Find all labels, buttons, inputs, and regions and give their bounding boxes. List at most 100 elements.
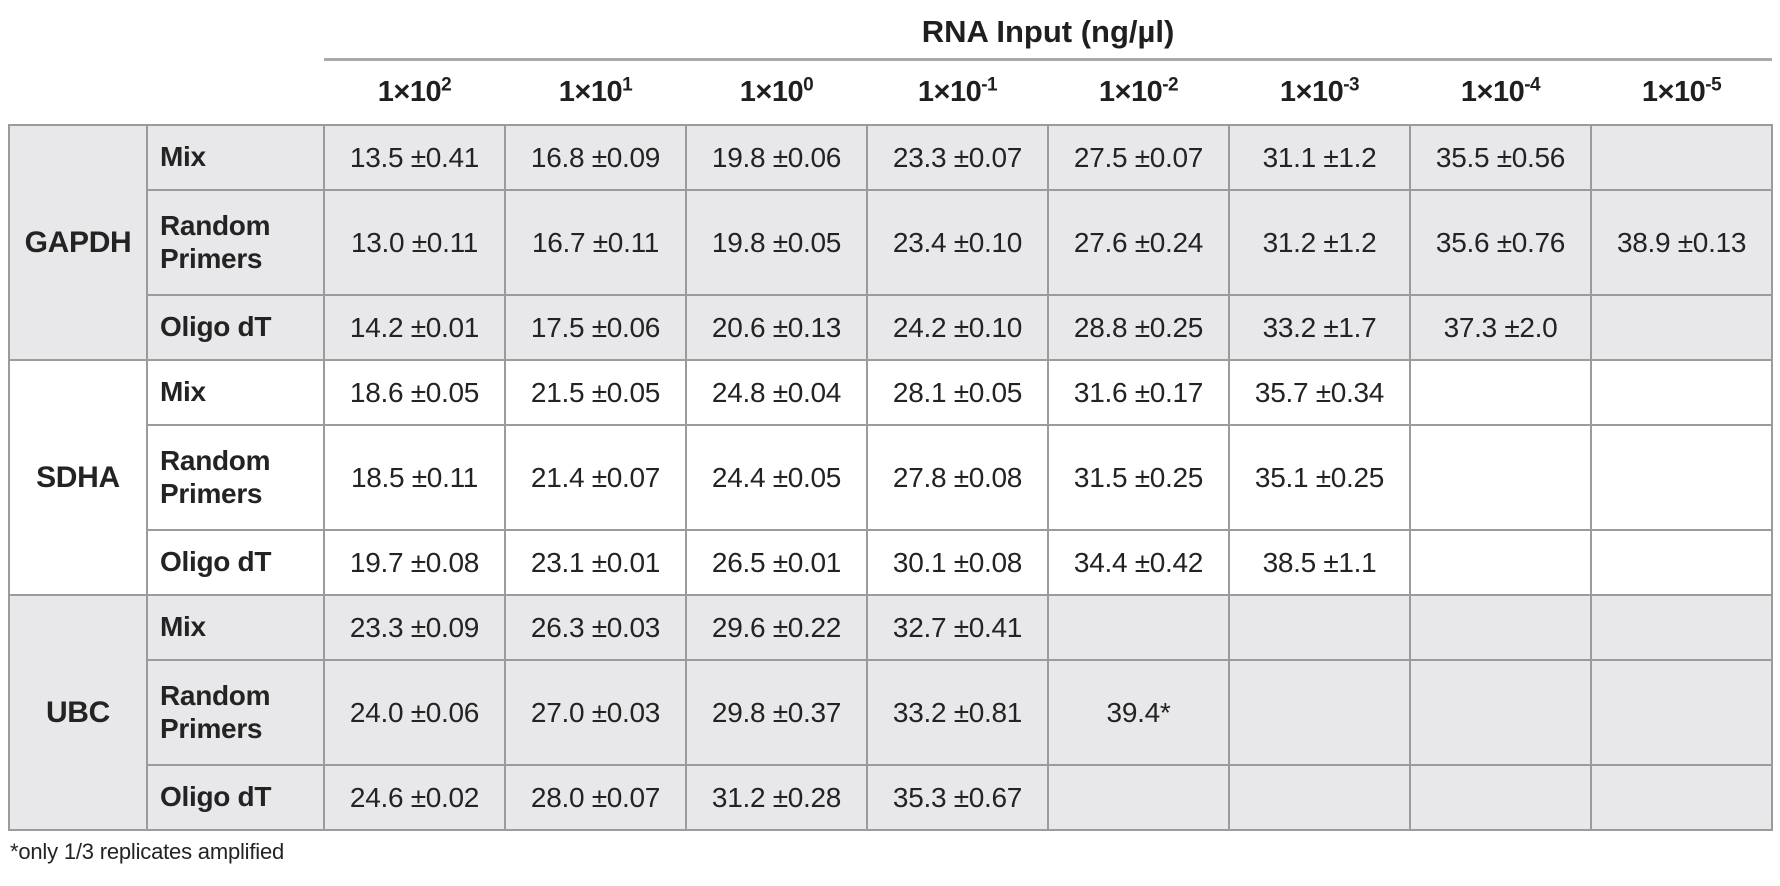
data-cell: 19.8 ±0.05	[685, 189, 868, 296]
data-cell: 32.7 ±0.41	[866, 594, 1049, 661]
table-row: Random Primers 24.0 ±0.06 27.0 ±0.03 29.8 ±…	[9, 659, 1774, 766]
data-cell: 35.1 ±0.25	[1228, 424, 1411, 531]
data-cell: 28.0 ±0.07	[504, 764, 687, 831]
data-cell: 27.6 ±0.24	[1047, 189, 1230, 296]
data-cell: 23.4 ±0.10	[866, 189, 1049, 296]
gene-label-cell: SDHA	[8, 359, 148, 596]
data-cell: 38.5 ±1.1	[1228, 529, 1411, 596]
data-cell: 24.4 ±0.05	[685, 424, 868, 531]
empty-data-cell	[1409, 424, 1592, 531]
empty-data-cell	[1589, 529, 1774, 596]
empty-data-cell	[1409, 529, 1592, 596]
table-row: Random Primers 13.0 ±0.11 16.7 ±0.11 19.8 ±…	[9, 189, 1774, 296]
table-row: UBC Mix 23.3 ±0.09 26.3 ±0.03 29.6 ±0.22 32.7…	[8, 594, 1774, 831]
empty-data-cell	[1589, 594, 1774, 661]
empty-data-cell	[1228, 659, 1411, 766]
primer-label-cell: Random Primers	[146, 189, 325, 296]
data-cell: 27.8 ±0.08	[866, 424, 1049, 531]
empty-data-cell	[1409, 594, 1592, 661]
primer-label-cell: Mix	[146, 359, 325, 426]
data-cell: 31.6 ±0.17	[1047, 359, 1230, 426]
data-cell: 16.8 ±0.09	[504, 124, 687, 191]
table-row: Oligo dT 14.2 ±0.01 17.5 ±0.06 20.6 ±0.13 24…	[9, 294, 1774, 361]
data-cell: 35.3 ±0.67	[866, 764, 1049, 831]
table-row: Oligo dT 24.6 ±0.02 28.0 ±0.07 31.2 ±0.28 35…	[9, 764, 1774, 831]
data-cell: 13.5 ±0.41	[323, 124, 506, 191]
data-cell: 17.5 ±0.06	[504, 294, 687, 361]
table-row: Oligo dT 19.7 ±0.08 23.1 ±0.01 26.5 ±0.01 30…	[9, 529, 1774, 596]
data-cell: 21.5 ±0.05	[504, 359, 687, 426]
data-cell: 23.3 ±0.07	[866, 124, 1049, 191]
primer-label-cell: Oligo dT	[146, 294, 325, 361]
empty-data-cell	[1409, 659, 1592, 766]
data-cell: 29.8 ±0.37	[685, 659, 868, 766]
gene-label-cell: GAPDH	[8, 124, 148, 361]
data-cell: 24.8 ±0.04	[685, 359, 868, 426]
data-cell: 33.2 ±1.7	[1228, 294, 1411, 361]
empty-data-cell	[1589, 359, 1774, 426]
data-cell: 13.0 ±0.11	[323, 189, 506, 296]
primer-label-cell: Oligo dT	[146, 764, 325, 831]
empty-data-cell	[1228, 764, 1411, 831]
primer-label-cell: Oligo dT	[146, 529, 325, 596]
data-cell: 21.4 ±0.07	[504, 424, 687, 531]
table-title: RNA Input (ng/µl)	[324, 6, 1773, 61]
data-cell: 29.6 ±0.22	[685, 594, 868, 661]
data-cell: 23.1 ±0.01	[504, 529, 687, 596]
data-cell: 19.8 ±0.06	[685, 124, 868, 191]
data-cell: 26.3 ±0.03	[504, 594, 687, 661]
data-cell: 31.2 ±1.2	[1228, 189, 1411, 296]
primer-label-cell: Random Primers	[146, 424, 325, 531]
primer-label-cell: Mix	[146, 594, 325, 661]
data-cell: 20.6 ±0.13	[685, 294, 868, 361]
data-cell: 19.7 ±0.08	[323, 529, 506, 596]
data-cell: 28.1 ±0.05	[866, 359, 1049, 426]
data-cell: 27.5 ±0.07	[1047, 124, 1230, 191]
table-row: Random Primers 18.5 ±0.11 21.4 ±0.07 24.4 ±…	[9, 424, 1774, 531]
data-cell: 35.6 ±0.76	[1409, 189, 1592, 296]
empty-data-cell	[1228, 594, 1411, 661]
empty-data-cell	[1409, 764, 1592, 831]
column-header-5: 1×10-3	[1279, 74, 1360, 108]
data-cell: 31.1 ±1.2	[1228, 124, 1411, 191]
data-cell: 14.2 ±0.01	[323, 294, 506, 361]
empty-data-cell	[1589, 424, 1774, 531]
column-header-3: 1×10-1	[917, 74, 998, 108]
data-cell: 24.6 ±0.02	[323, 764, 506, 831]
column-header-1: 1×101	[558, 74, 633, 108]
data-cell: 28.8 ±0.25	[1047, 294, 1230, 361]
column-header-2: 1×100	[739, 74, 814, 108]
data-cell: 37.3 ±2.0	[1409, 294, 1592, 361]
empty-data-cell	[1589, 294, 1774, 361]
data-cell: 18.5 ±0.11	[323, 424, 506, 531]
data-cell: 18.6 ±0.05	[323, 359, 506, 426]
footnote: *only 1/3 replicates amplified	[10, 839, 285, 864]
table-row: GAPDH Mix 13.5 ±0.41 16.8 ±0.09 19.8 ±0.06 23…	[8, 124, 1774, 361]
empty-data-cell	[1589, 124, 1774, 191]
data-cell: 31.2 ±0.28	[685, 764, 868, 831]
data-cell: 26.5 ±0.01	[685, 529, 868, 596]
data-cell: 35.5 ±0.56	[1409, 124, 1592, 191]
primer-label-cell: Mix	[146, 124, 325, 191]
data-cell: 38.9 ±0.13	[1589, 189, 1774, 296]
empty-data-cell	[1409, 359, 1592, 426]
header-spacer	[9, 6, 324, 60]
cq-value-table: RNA Input (ng/µl) 1×102 1×101 1×100 1×10-1 1…	[8, 6, 1774, 831]
table-header: RNA Input (ng/µl) 1×102 1×101 1×100 1×10-1 1…	[9, 6, 1773, 126]
data-cell: 33.2 ±0.81	[866, 659, 1049, 766]
data-cell: 31.5 ±0.25	[1047, 424, 1230, 531]
data-cell: 30.1 ±0.08	[866, 529, 1049, 596]
column-header-0: 1×102	[377, 74, 452, 108]
column-header-4: 1×10-2	[1098, 74, 1179, 108]
data-cell: 16.7 ±0.11	[504, 189, 687, 296]
data-cell: 39.4*	[1047, 659, 1230, 766]
column-header-row: 1×102 1×101 1×100 1×10-1 1×10-2 1×10-3 1×10-4 1…	[9, 60, 1772, 126]
data-cell: 24.0 ±0.06	[323, 659, 506, 766]
empty-data-cell	[1589, 659, 1774, 766]
header-spacer	[147, 60, 324, 126]
primer-label-cell: Random Primers	[146, 659, 325, 766]
header-spacer	[9, 60, 147, 126]
data-cell: 24.2 ±0.10	[866, 294, 1049, 361]
gene-label-cell: UBC	[8, 594, 148, 831]
